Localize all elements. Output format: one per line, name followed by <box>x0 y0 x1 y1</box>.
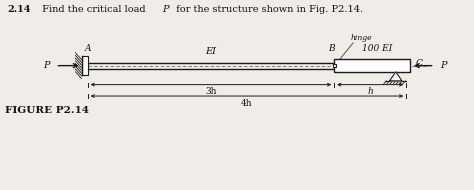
Polygon shape <box>390 72 402 81</box>
Text: 100 EI: 100 EI <box>362 44 392 52</box>
Text: C: C <box>416 59 423 68</box>
Text: for the structure shown in Fig. P2.14.: for the structure shown in Fig. P2.14. <box>173 5 363 14</box>
Text: A: A <box>84 44 91 52</box>
Text: hinge: hinge <box>351 34 373 42</box>
Text: h: h <box>367 87 373 96</box>
Text: EI: EI <box>205 47 217 56</box>
Text: Find the critical load: Find the critical load <box>39 5 149 14</box>
Text: P: P <box>440 61 447 70</box>
Text: 3h: 3h <box>205 87 217 96</box>
Bar <box>334 59 410 72</box>
Text: FIGURE P2.14: FIGURE P2.14 <box>5 106 89 115</box>
Text: 4h: 4h <box>241 99 253 108</box>
Text: P: P <box>43 61 50 70</box>
Bar <box>82 56 88 75</box>
Text: B: B <box>328 44 335 52</box>
Text: P: P <box>162 5 169 14</box>
Text: 2.14: 2.14 <box>7 5 31 14</box>
Bar <box>333 64 336 67</box>
